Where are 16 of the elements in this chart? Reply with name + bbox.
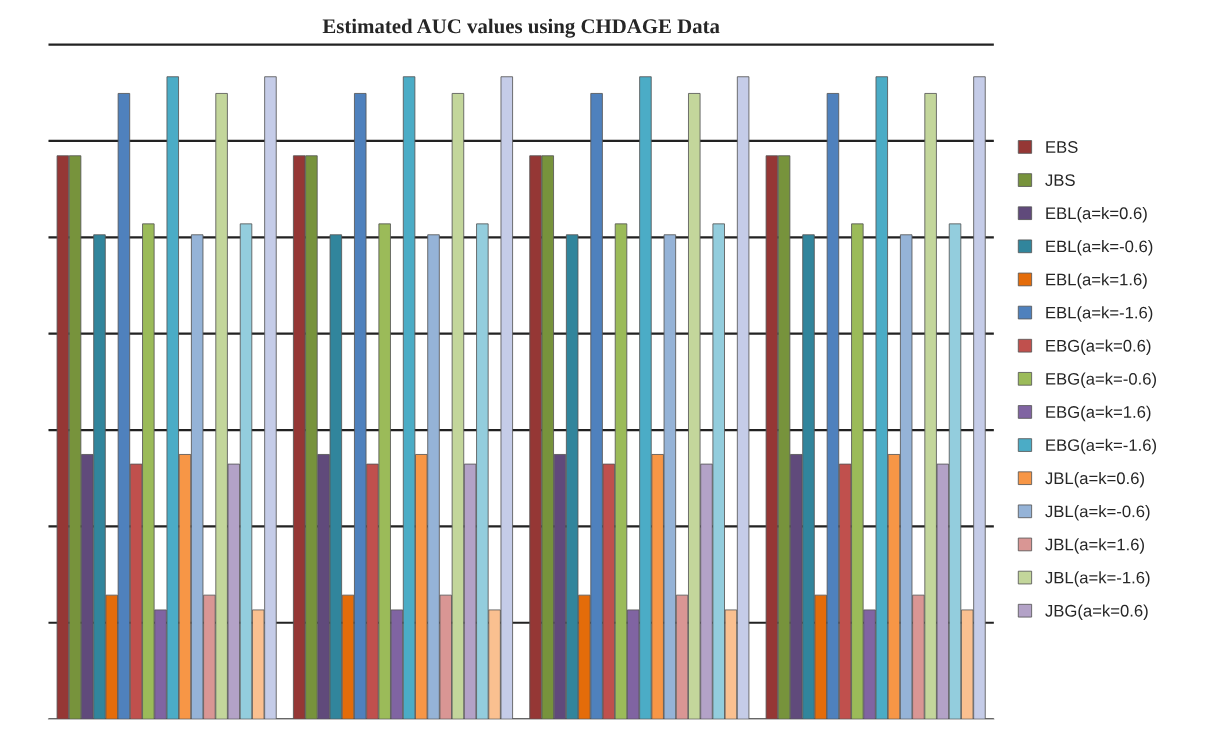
legend-label: EBG(a=k=1.6) <box>1046 405 1151 422</box>
legend-label: EBL(a=k=-1.6) <box>1046 306 1153 322</box>
legend-label: EBG(a=k=0.6) <box>1046 339 1151 355</box>
legend-label: EBS <box>1046 141 1078 153</box>
legend-label: JBL(a=k=0.6) <box>1045 471 1144 488</box>
legend-label: JBG(a=k=0.6) <box>1045 604 1148 620</box>
legend-label: EBL(a=k=0.6) <box>1046 206 1147 223</box>
legend-label: EBG(a=k=-0.6) <box>1046 372 1157 389</box>
legend-label: EBL(a=k=-0.6) <box>1046 240 1153 256</box>
legend-label: EBG(a=k=-1.6) <box>1046 438 1157 455</box>
legend-label: JBL(a=k=-1.6) <box>1045 571 1150 587</box>
chart-title: Estimated AUC values using CHDAGE Data <box>322 18 720 38</box>
legend-label: EBL(a=k=1.6) <box>1046 273 1147 289</box>
legend-label: JBS <box>1045 174 1075 187</box>
legend-label: JBL(a=k=-0.6) <box>1045 505 1150 521</box>
legend-label: JBL(a=k=1.6) <box>1045 538 1144 554</box>
